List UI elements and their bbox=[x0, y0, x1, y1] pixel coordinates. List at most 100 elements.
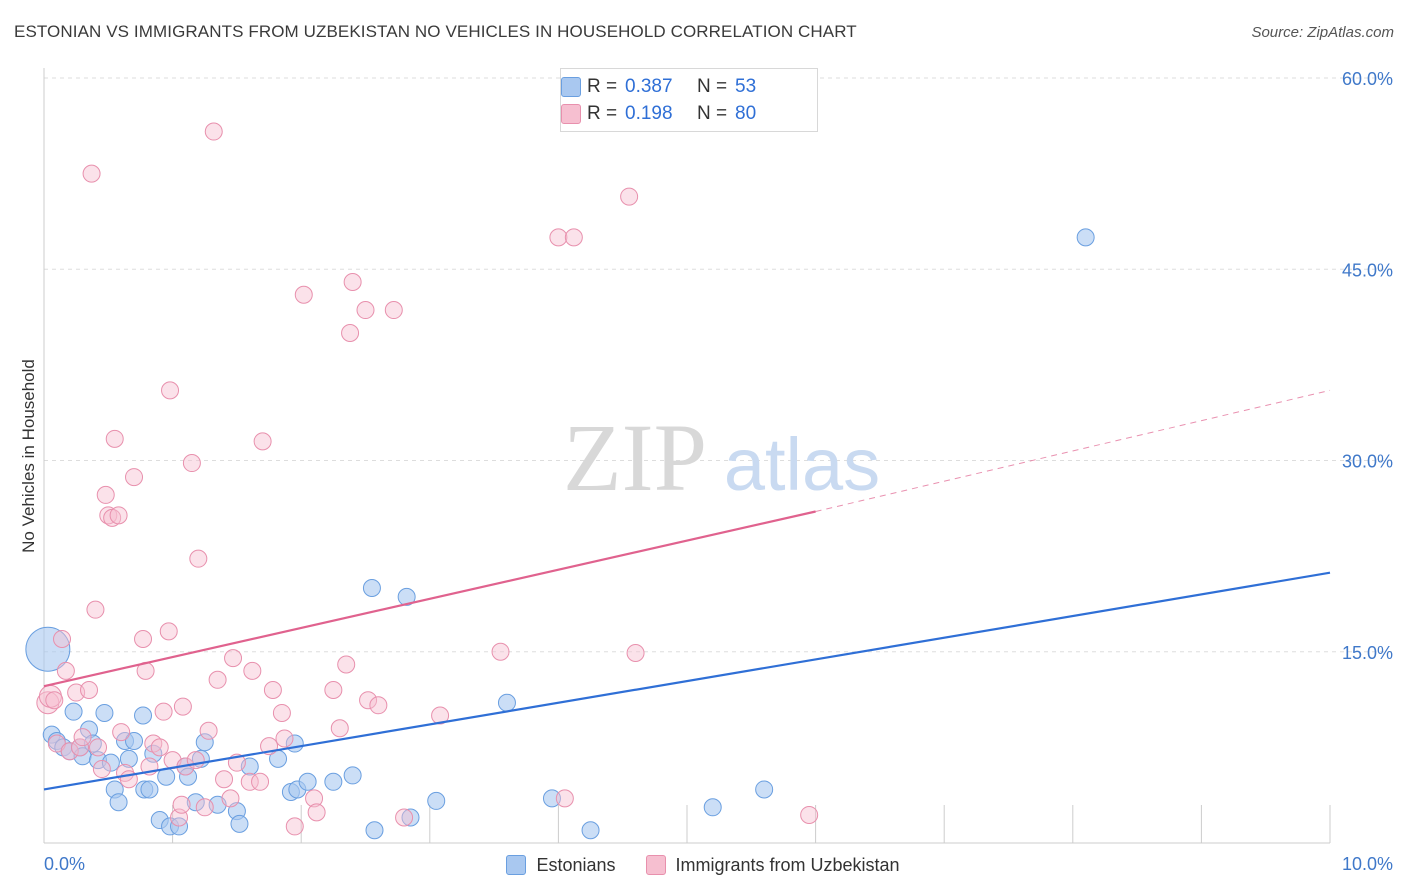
uzbekistan-point bbox=[620, 187, 639, 206]
uzbekistan-legend-swatch bbox=[645, 855, 666, 875]
source-label: Source: ZipAtlas.com bbox=[1251, 24, 1394, 41]
estonians-point bbox=[179, 767, 198, 786]
uzbekistan-point bbox=[275, 729, 294, 748]
r-value: 0.387 bbox=[625, 76, 673, 97]
estonians-point bbox=[140, 780, 159, 799]
grid-lines bbox=[44, 77, 1392, 653]
estonians-swatch bbox=[561, 77, 581, 97]
uzbekistan-trend-line bbox=[43, 510, 816, 688]
uzbekistan-trend-extension bbox=[815, 389, 1331, 512]
uzbekistan-point bbox=[89, 738, 108, 757]
uzbekistan-point bbox=[60, 742, 79, 761]
estonians-point bbox=[298, 772, 317, 791]
estonians-point bbox=[1076, 228, 1095, 247]
estonians-point bbox=[109, 793, 128, 812]
uzbekistan-point bbox=[204, 122, 223, 141]
estonians-point bbox=[230, 814, 249, 833]
estonians-point bbox=[362, 579, 381, 597]
r-label: R = bbox=[587, 103, 618, 124]
y-tick-label: 60.0% bbox=[1342, 69, 1393, 89]
uzbekistan-point bbox=[221, 789, 240, 808]
uzbekistan-point bbox=[109, 506, 128, 525]
n-label: N = bbox=[697, 103, 728, 124]
estonians-point bbox=[542, 789, 561, 808]
uzbekistan-point bbox=[186, 751, 205, 770]
n-value: 53 bbox=[735, 76, 757, 97]
legend-label-uzbekistan: Immigrants from Uzbekistan bbox=[675, 854, 900, 875]
uzbekistan-point bbox=[307, 803, 326, 822]
estonians-point bbox=[134, 706, 153, 725]
estonians-legend-swatch bbox=[506, 855, 527, 875]
uzbekistan-point bbox=[294, 285, 313, 304]
uzbekistan-point bbox=[555, 789, 574, 808]
uzbekistan-point bbox=[224, 649, 243, 668]
y-tick-label: 45.0% bbox=[1342, 260, 1393, 280]
series-legend: Estonians Immigrants from Uzbekistan bbox=[0, 850, 1406, 880]
stats-row-estonians: R = 0.387 N = 53 bbox=[561, 76, 757, 98]
x-tick-label: 0.0% bbox=[44, 854, 85, 874]
n-label: N = bbox=[697, 76, 728, 97]
uzbekistan-point bbox=[96, 485, 115, 504]
uzbekistan-point bbox=[53, 630, 72, 648]
uzbekistan-point bbox=[343, 273, 362, 291]
tick-labels: 15.0% 30.0% 45.0% 60.0% 0.0% 10.0% bbox=[44, 69, 1393, 874]
r-value: 0.198 bbox=[625, 103, 673, 124]
y-tick-label: 30.0% bbox=[1342, 452, 1393, 472]
uzbekistan-point bbox=[549, 228, 568, 247]
trend-lines bbox=[43, 389, 1331, 791]
uzbekistan-point bbox=[384, 301, 403, 320]
legend-label-estonians: Estonians bbox=[536, 854, 616, 875]
uzbekistan-point bbox=[253, 432, 272, 451]
series-estonians bbox=[25, 228, 1095, 840]
uzbekistan-point bbox=[125, 468, 144, 487]
uzbekistan-point bbox=[341, 324, 360, 342]
x-tick-label: 10.0% bbox=[1342, 854, 1393, 874]
watermark: ZIP atlas bbox=[563, 404, 880, 511]
uzbekistan-point bbox=[105, 429, 124, 448]
uzbekistan-point bbox=[243, 661, 262, 680]
estonians-point bbox=[397, 587, 416, 606]
uzbekistan-point bbox=[431, 706, 450, 725]
uzbekistan-point bbox=[359, 691, 378, 710]
chart-title: ESTONIAN VS IMMIGRANTS FROM UZBEKISTAN N… bbox=[14, 22, 857, 41]
watermark-zip: ZIP bbox=[563, 404, 707, 511]
uzbekistan-point bbox=[82, 164, 101, 183]
uzbekistan-point bbox=[208, 670, 227, 689]
uzbekistan-point bbox=[263, 681, 282, 699]
uzbekistan-point bbox=[491, 642, 510, 661]
uzbekistan-point bbox=[86, 600, 105, 619]
uzbekistan-point bbox=[800, 805, 819, 824]
uzbekistan-point bbox=[285, 817, 304, 836]
uzbekistan-point bbox=[154, 702, 173, 721]
legend-item-uzbekistan: Immigrants from Uzbekistan bbox=[645, 854, 900, 876]
n-value: 80 bbox=[735, 103, 757, 124]
uzbekistan-point bbox=[182, 454, 201, 473]
uzbekistan-point bbox=[112, 723, 131, 742]
uzbekistan-point bbox=[73, 728, 92, 747]
uzbekistan-point bbox=[240, 772, 259, 791]
uzbekistan-point bbox=[134, 630, 153, 648]
uzbekistan-point bbox=[369, 696, 388, 715]
estonians-point bbox=[195, 733, 214, 752]
estonians-point bbox=[101, 753, 120, 772]
uzbekistan-point bbox=[92, 760, 111, 779]
uzbekistan-point bbox=[172, 795, 191, 814]
uzbekistan-point bbox=[45, 691, 64, 710]
estonians-point bbox=[64, 702, 83, 721]
uzbekistan-point bbox=[337, 655, 356, 674]
uzbekistan-point bbox=[215, 770, 234, 789]
uzbekistan-point bbox=[272, 703, 291, 722]
estonians-point bbox=[186, 793, 205, 812]
uzbekistan-point bbox=[564, 228, 583, 247]
legend-item-estonians: Estonians bbox=[506, 854, 616, 876]
estonians-point bbox=[755, 780, 774, 799]
estonians-point bbox=[427, 791, 446, 810]
uzbekistan-point bbox=[330, 719, 349, 738]
stats-legend: R = 0.387 N = 53 R = 0.198 N = 80 bbox=[560, 68, 818, 132]
estonians-point bbox=[401, 808, 420, 827]
estonians-point bbox=[125, 732, 144, 750]
uzbekistan-point bbox=[80, 681, 99, 699]
estonians-point bbox=[324, 772, 343, 791]
y-axis-label: No Vehicles in Household bbox=[19, 359, 38, 553]
